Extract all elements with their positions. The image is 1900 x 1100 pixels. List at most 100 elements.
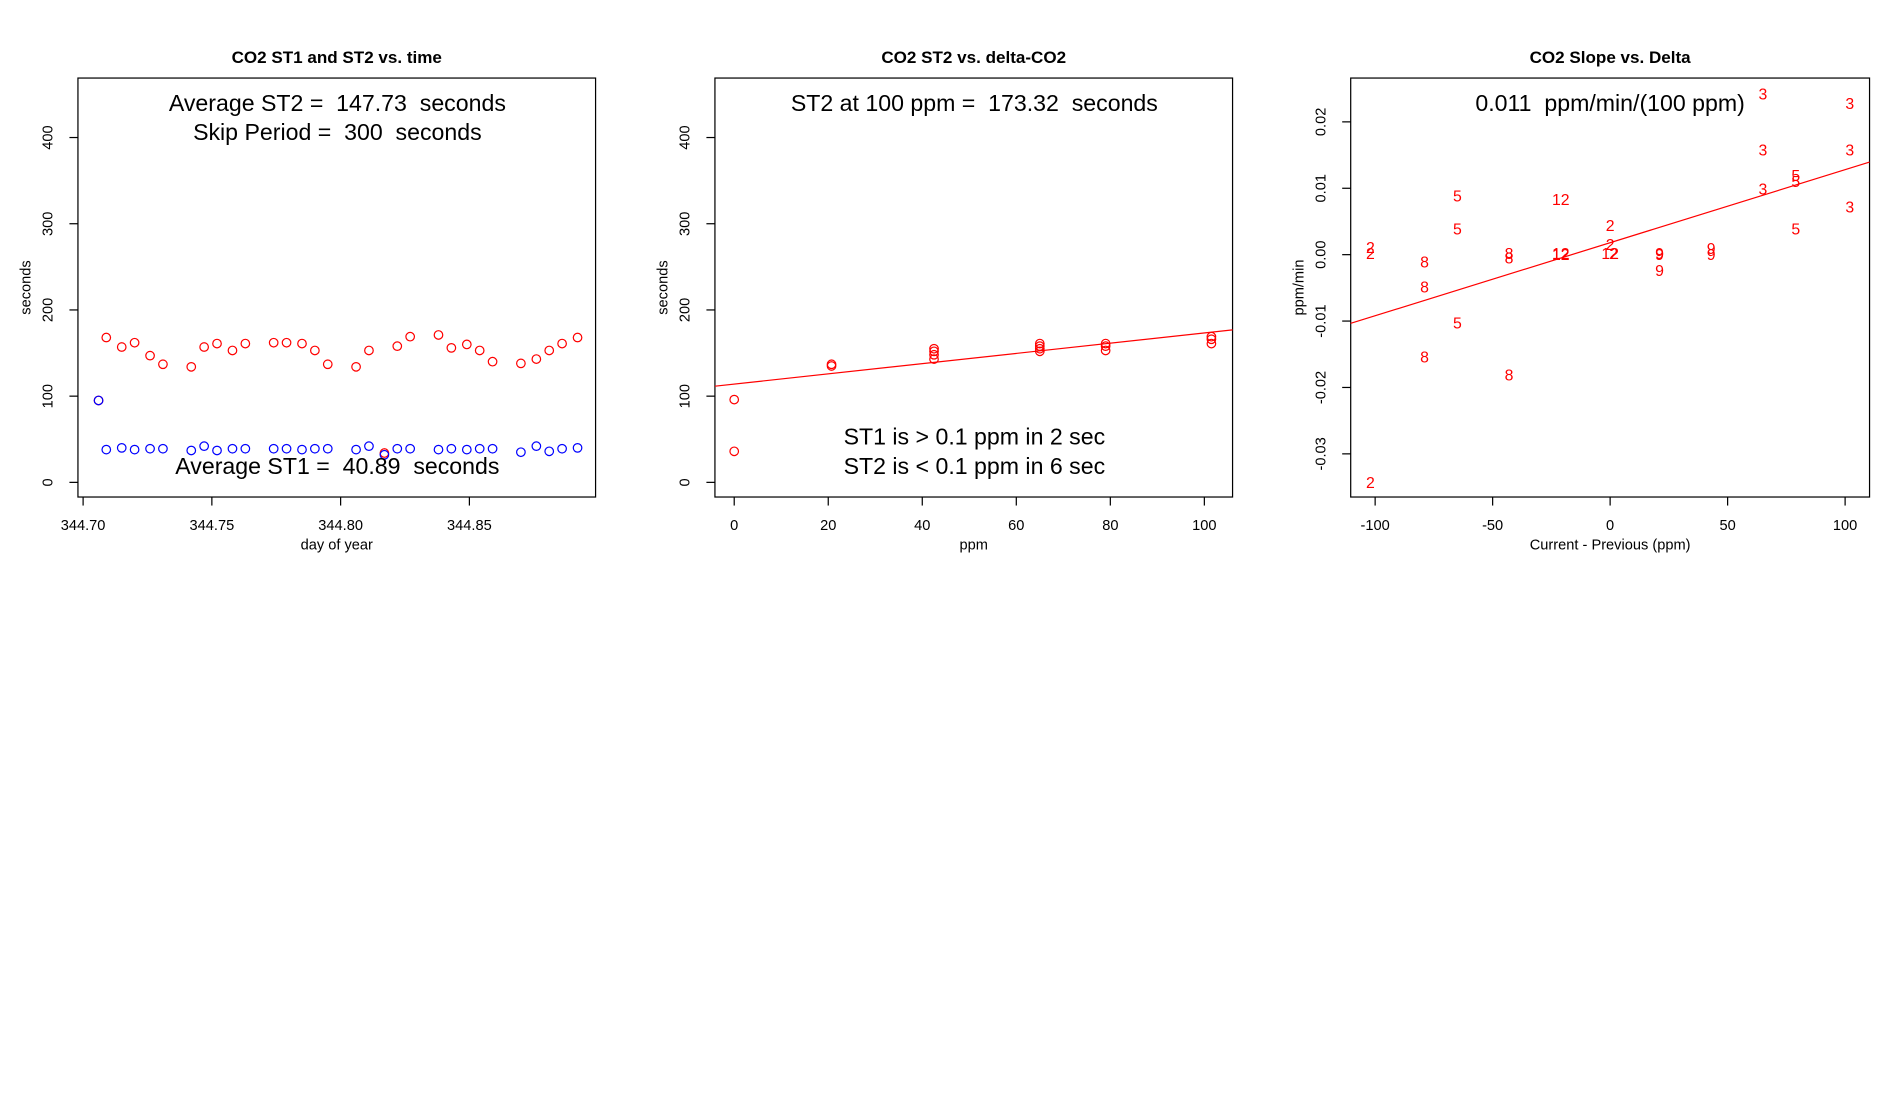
point-label: 2: [1366, 240, 1375, 257]
point: [1100, 338, 1111, 349]
point-label: 12: [1601, 246, 1619, 263]
x-tick-label: 344.75: [190, 518, 235, 534]
point: [729, 394, 740, 405]
point: [1034, 338, 1045, 349]
point: [145, 350, 155, 361]
point: [240, 338, 251, 349]
point: [474, 443, 485, 454]
point: [405, 331, 416, 342]
point: [531, 441, 542, 452]
plot-frame: [77, 77, 597, 498]
y-tick-label: 300: [678, 212, 694, 236]
point-label: 5: [1791, 174, 1800, 191]
point: [1100, 345, 1111, 356]
point: [240, 443, 251, 454]
y-axis-label: ppm/min: [1291, 260, 1307, 316]
point-label: 2: [1606, 218, 1615, 235]
point-label: 5: [1791, 168, 1800, 185]
point-label: 3: [1758, 142, 1767, 159]
point: [322, 359, 333, 370]
point: [310, 443, 320, 454]
point: [557, 338, 567, 349]
point-label: 3: [1758, 86, 1767, 103]
point: [1034, 346, 1045, 357]
x-tick-label: 0: [730, 518, 738, 534]
fit-line: [1350, 161, 1870, 324]
point: [433, 330, 444, 340]
point-label: 9: [1655, 246, 1664, 263]
point-label: 9: [1707, 247, 1716, 264]
point: [1206, 331, 1217, 342]
annotation: Average ST2 = 147.73 seconds: [169, 90, 506, 116]
point: [1206, 334, 1217, 345]
point-label: 8: [1505, 251, 1514, 268]
point: [351, 444, 361, 455]
point-label: 9: [1707, 241, 1716, 258]
point: [461, 339, 472, 350]
point: [158, 359, 168, 370]
point: [212, 445, 222, 456]
point: [186, 361, 197, 372]
point: [487, 356, 498, 367]
x-tick-label: 344.80: [318, 518, 363, 534]
point-label: 8: [1505, 367, 1514, 384]
point-label: 3: [1845, 142, 1854, 159]
point: [1034, 343, 1045, 354]
annotation: ST2 at 100 ppm = 173.32 seconds: [791, 90, 1158, 116]
x-tick-label: 80: [1102, 518, 1118, 534]
x-tick-label: 20: [820, 518, 836, 534]
annotation: Skip Period = 300 seconds: [193, 119, 482, 145]
point: [572, 332, 583, 343]
point: [227, 443, 238, 454]
y-tick-label: 200: [678, 298, 694, 322]
point: [516, 447, 526, 458]
x-axis-label: ppm: [960, 538, 988, 554]
x-tick-label: 100: [1833, 518, 1857, 534]
x-axis-label: Current - Previous (ppm): [1530, 538, 1691, 554]
point: [405, 443, 416, 454]
point-label: 5: [1791, 221, 1800, 238]
point: [572, 443, 583, 453]
chart-title: CO2 ST1 and ST2 vs. time: [232, 48, 442, 67]
x-tick-label: -100: [1361, 518, 1390, 534]
point: [297, 444, 307, 455]
point: [487, 443, 498, 454]
annotation: Average ST1 = 40.89 seconds: [175, 453, 499, 479]
point: [446, 443, 457, 454]
point-label: 12: [1552, 247, 1570, 264]
y-tick-label: 0.01: [1313, 174, 1329, 202]
point: [364, 345, 374, 356]
point: [544, 446, 555, 457]
x-tick-label: 60: [1008, 518, 1024, 534]
point: [392, 341, 403, 352]
y-tick-label: -0.02: [1313, 371, 1329, 404]
point-label: 9: [1655, 263, 1664, 280]
y-tick-label: 100: [678, 384, 694, 408]
point-label: 2: [1366, 246, 1375, 263]
y-axis-label: seconds: [656, 260, 672, 314]
point-label: 8: [1505, 246, 1514, 263]
point-label: 12: [1552, 192, 1570, 209]
point-label: 3: [1845, 199, 1854, 216]
point: [93, 395, 104, 406]
point-label: 9: [1655, 247, 1664, 264]
point: [268, 443, 279, 454]
point: [186, 445, 197, 456]
point: [929, 354, 939, 364]
x-tick-label: 50: [1719, 518, 1735, 534]
x-tick-label: 0: [1606, 518, 1614, 534]
point-label: 8: [1420, 349, 1429, 366]
point: [364, 441, 374, 452]
y-tick-label: 200: [41, 298, 57, 322]
y-axis-label: seconds: [19, 260, 35, 314]
x-tick-label: 100: [1192, 518, 1216, 534]
point: [101, 332, 112, 343]
point: [116, 443, 127, 453]
point-label: 5: [1453, 221, 1462, 238]
point: [101, 444, 112, 455]
x-tick-label: 344.70: [61, 518, 106, 534]
point: [729, 446, 740, 457]
point: [281, 337, 292, 348]
